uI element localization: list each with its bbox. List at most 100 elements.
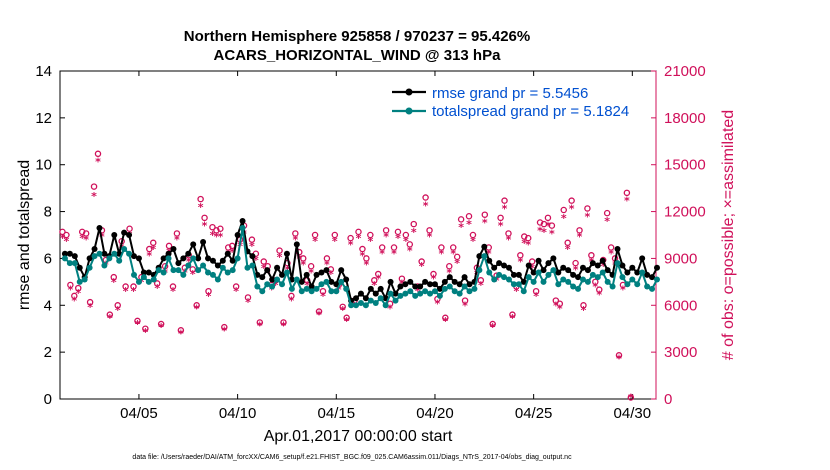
totalspread-point bbox=[279, 281, 286, 288]
totalspread-point bbox=[76, 278, 83, 285]
obs-assimilated-point: * bbox=[565, 243, 571, 256]
obs-possible-point bbox=[153, 280, 161, 287]
obs-possible-point bbox=[288, 292, 295, 300]
rmse-point bbox=[446, 274, 453, 281]
rmse-point bbox=[190, 241, 197, 248]
obs-possible-point bbox=[418, 258, 425, 265]
obs-assimilated-point: * bbox=[482, 217, 488, 230]
y-tick-label: 6 bbox=[44, 250, 52, 267]
obs-possible-point bbox=[94, 150, 102, 158]
rmse-point bbox=[535, 257, 542, 264]
totalspread-point bbox=[604, 278, 611, 285]
data-file-footer: data file: /Users/raeder/DAI/ATM_forcXX/… bbox=[132, 454, 572, 461]
rmse-point bbox=[466, 281, 473, 288]
totalspread-point bbox=[224, 269, 231, 276]
obs-assimilated-point: * bbox=[281, 320, 287, 333]
totalspread-point bbox=[422, 288, 429, 295]
y-axis-label: rmse and totalspread bbox=[16, 160, 33, 310]
obs-possible-point bbox=[331, 231, 339, 239]
obs-assimilated-point: * bbox=[245, 296, 251, 309]
obs-assimilated-point: * bbox=[423, 199, 429, 212]
rmse-point bbox=[135, 255, 142, 262]
totalspread-point bbox=[540, 278, 547, 285]
legend-box bbox=[388, 78, 650, 122]
obs-assimilated-point: * bbox=[391, 248, 397, 261]
obs-possible-point bbox=[82, 230, 90, 237]
obs-assimilated-point: * bbox=[379, 248, 385, 261]
y-tick-label: 8 bbox=[44, 204, 52, 221]
totalspread-point bbox=[239, 224, 246, 231]
obs-possible-point bbox=[521, 233, 528, 240]
totalspread-point bbox=[249, 262, 256, 269]
obs-assimilated-point: * bbox=[202, 220, 208, 233]
totalspread-point bbox=[382, 302, 389, 309]
obs-assimilated-point: * bbox=[486, 248, 492, 261]
totalspread-point bbox=[545, 271, 552, 278]
rmse-point bbox=[318, 269, 325, 276]
legend-rmse-label: rmse grand pr = 5.5456 bbox=[432, 85, 588, 102]
obs-assimilated-point: * bbox=[174, 234, 180, 247]
totalspread-point bbox=[417, 290, 424, 297]
legend-spread-marker bbox=[405, 107, 413, 115]
obs-assimilated-point: * bbox=[474, 268, 480, 281]
totalspread-point bbox=[594, 274, 601, 281]
rmse-point bbox=[629, 264, 636, 271]
rmse-point bbox=[510, 271, 517, 278]
obs-possible-point bbox=[627, 394, 635, 401]
rmse-point bbox=[624, 269, 631, 276]
obs-assimilated-point: * bbox=[510, 312, 516, 325]
rmse-point bbox=[200, 239, 207, 246]
rmse-point bbox=[377, 285, 384, 292]
totalspread-point bbox=[481, 253, 488, 260]
obs-possible-point bbox=[165, 242, 173, 250]
rmse-point bbox=[461, 274, 468, 281]
rmse-point bbox=[328, 278, 335, 285]
rmse-point bbox=[525, 262, 532, 269]
totalspread-point bbox=[209, 271, 216, 278]
obs-possible-point bbox=[193, 302, 200, 309]
rmse-point bbox=[441, 278, 448, 285]
totalspread-point bbox=[456, 290, 463, 297]
y-tick-label: 12 bbox=[35, 110, 52, 127]
totalspread-point bbox=[348, 302, 355, 309]
totalspread-point bbox=[195, 267, 202, 274]
rmse-point bbox=[579, 264, 586, 271]
rmse-point bbox=[195, 255, 202, 262]
totalspread-point bbox=[387, 290, 394, 297]
totalspread-point bbox=[140, 274, 147, 281]
x-tick-label: 04/30 bbox=[614, 405, 652, 422]
obs-possible-point bbox=[584, 205, 591, 212]
x-tick-label: 04/10 bbox=[219, 405, 257, 422]
x-tick-label: 04/05 bbox=[120, 405, 158, 422]
totalspread-point bbox=[61, 255, 68, 262]
obs-assimilated-point: * bbox=[60, 232, 66, 245]
obs-possible-point bbox=[422, 194, 429, 201]
obs-assimilated-point: * bbox=[364, 259, 370, 272]
totalspread-point bbox=[362, 302, 369, 309]
rmse-point bbox=[333, 281, 340, 288]
obs-assimilated-point: * bbox=[261, 262, 267, 275]
obs-assimilated-point: * bbox=[324, 259, 330, 272]
obs-possible-point bbox=[481, 211, 489, 218]
obs-assimilated-point: * bbox=[289, 295, 295, 308]
obs-assimilated-point: * bbox=[399, 277, 405, 290]
obs-possible-point bbox=[477, 277, 485, 284]
obs-assimilated-point: * bbox=[249, 240, 255, 253]
obs-assimilated-point: * bbox=[146, 249, 152, 262]
obs-assimilated-point: * bbox=[79, 232, 85, 245]
totalspread-point bbox=[624, 281, 631, 288]
totalspread-point bbox=[427, 290, 434, 297]
y-tick-label: 14 bbox=[35, 63, 52, 80]
x-tick-label: 04/25 bbox=[515, 405, 553, 422]
rmse-point bbox=[140, 269, 147, 276]
obs-possible-point bbox=[355, 228, 362, 236]
obs-possible-point bbox=[453, 253, 461, 261]
obs-assimilated-point: * bbox=[585, 210, 591, 223]
totalspread-point bbox=[560, 276, 567, 283]
totalspread-point bbox=[639, 269, 646, 276]
obs-assimilated-point: * bbox=[158, 321, 164, 334]
obs-assimilated-point: * bbox=[513, 285, 519, 298]
totalspread-point bbox=[200, 262, 207, 269]
obs-assimilated-point: * bbox=[111, 276, 117, 289]
obs-assimilated-point: * bbox=[123, 285, 129, 298]
